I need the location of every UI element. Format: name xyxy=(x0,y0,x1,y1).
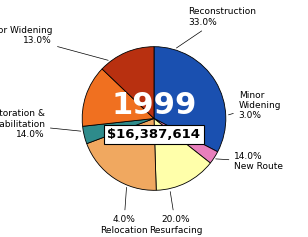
Wedge shape xyxy=(154,118,210,190)
Text: 14.0%
New Route: 14.0% New Route xyxy=(216,152,283,171)
Text: Major Widening
13.0%: Major Widening 13.0% xyxy=(0,26,108,60)
Text: 1999: 1999 xyxy=(111,91,197,120)
Text: Reconstruction
33.0%: Reconstruction 33.0% xyxy=(176,7,257,48)
Wedge shape xyxy=(83,118,154,144)
Wedge shape xyxy=(82,69,154,126)
Text: 4.0%
Relocation: 4.0% Relocation xyxy=(100,187,148,235)
Text: 20.0%
Resurfacing: 20.0% Resurfacing xyxy=(149,192,202,235)
Wedge shape xyxy=(87,118,156,190)
Text: Minor
Widening
3.0%: Minor Widening 3.0% xyxy=(229,91,281,120)
Text: Restoration &
Rehabilitation
14.0%: Restoration & Rehabilitation 14.0% xyxy=(0,109,81,139)
Wedge shape xyxy=(154,47,226,152)
Text: $16,387,614: $16,387,614 xyxy=(107,128,201,141)
Wedge shape xyxy=(102,47,154,118)
Wedge shape xyxy=(154,118,218,163)
